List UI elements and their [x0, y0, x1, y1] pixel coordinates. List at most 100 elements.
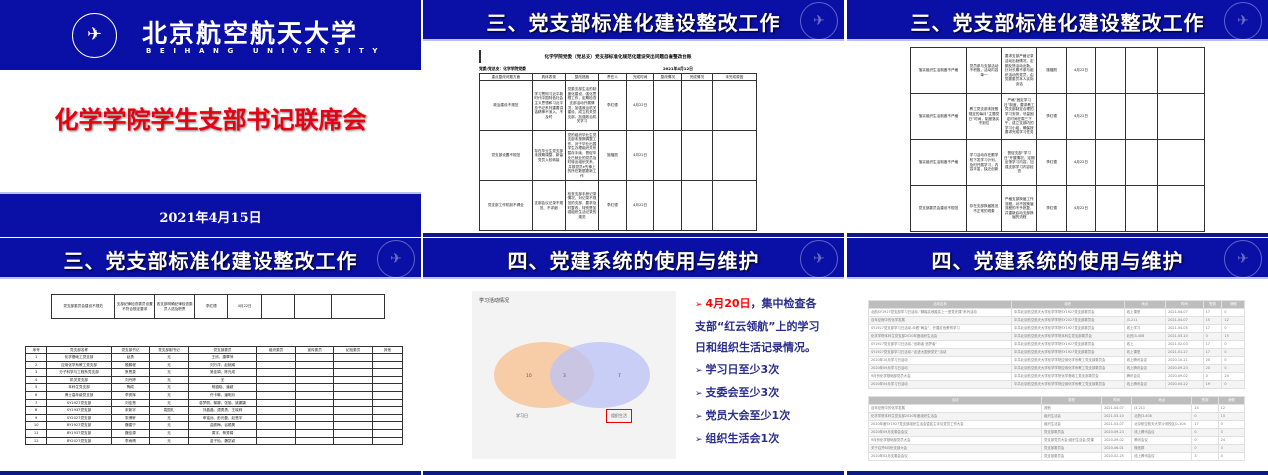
arrow-icon: ➢	[695, 300, 703, 310]
table-cell: 中共北京航空航天大学化学学院SY1927党支部委员会	[1010, 308, 1125, 317]
activity-type-table: 活动 类型 时间 地点 签到 请假 百年征程中的化学发展 其他 2021-04-07 J3-211…	[868, 396, 1246, 461]
table-cell	[256, 360, 296, 370]
table-cell: 中共北京航空航天大学化学学院本科生党支部委员会	[1010, 332, 1125, 341]
table-cell: 李红德	[598, 80, 627, 131]
rectification-table: 重点整改问题方面 具体表现 整改措施 责任人 完成时间 整改情况 完成情况 未完成原因 政治建设…	[479, 73, 758, 231]
table-cell: 3	[1217, 444, 1246, 453]
table-row: 1 化学基础工党支部 赵勇无王欣、唐翠萍	[24, 353, 404, 362]
table-cell	[1156, 47, 1206, 94]
table-cell: 4月22日	[1065, 47, 1097, 94]
table-cell: 线上腾讯会议	[1123, 356, 1167, 365]
arrow-icon: ➢	[695, 366, 703, 376]
table-row: 2020年09月支委会会议 党支部委员会 2020-09-23 线上腾讯会议 0 3	[868, 428, 1246, 437]
column-header: 整改措施	[564, 73, 600, 81]
table-cell	[371, 375, 404, 385]
column-header: 签到	[1202, 300, 1223, 309]
table-cell: 19	[1202, 380, 1223, 389]
column-header: 签到	[1191, 396, 1219, 405]
table-cell: 2021-04-05	[1165, 324, 1204, 333]
table-cell: 2020年10月学习日活动	[868, 356, 1012, 365]
rectification-row-table: 党支部委员会建设不规范 支部纪律检查委员设置不符合规定要求 各支部明确纪律检查委员人…	[50, 294, 386, 319]
table-cell: 中共北京航空航天大学化学学院SY2027党支部委员会	[1010, 316, 1125, 325]
table-cell: 党支部设置不规范	[479, 130, 533, 181]
slide-header: 四、党建系统的使用与维护 ✈	[847, 238, 1268, 279]
table-cell: 落实组织生活制度不严格	[910, 139, 967, 186]
table-cell: 线上腾讯会议	[1123, 380, 1167, 389]
table-row: 2020年度SY1927党支部组织生活会暨民主评议党员工作大会 组织生活会 2021…	[868, 420, 1246, 429]
table-cell: 机关党支部	[46, 375, 112, 385]
column-header: 地点	[1131, 396, 1193, 405]
venn-set-1[interactable]	[550, 342, 650, 408]
table-cell: 无	[149, 390, 189, 400]
bullet-item: ➢ 学习日至少3次	[695, 359, 821, 382]
table-cell	[294, 421, 335, 430]
table-cell: 2020年09月学习日活动	[868, 364, 1012, 373]
venn-label-set-b[interactable]: 组织生活	[606, 409, 632, 423]
university-seal-icon: ✈	[800, 240, 838, 278]
table-cell	[1156, 139, 1206, 186]
table-cell	[256, 383, 296, 392]
table-cell	[333, 436, 373, 446]
table-cell: 9月份化学基础部党员大会	[868, 372, 1012, 381]
column-header: 活动名称	[868, 300, 1012, 309]
slide-main-title: 化学学院学生支部书记联席会	[54, 106, 367, 134]
table-cell	[333, 390, 373, 400]
university-name-en: BEIHANG UNIVERSITY	[146, 47, 387, 55]
table-cell: 4月22日	[1065, 185, 1097, 232]
slide-rectification-1: 三、党支部标准化建设整改工作 ✈ 化学学院党委（党总支）党支部标准化规范化建设突出…	[423, 0, 844, 237]
table-cell	[1124, 185, 1158, 232]
table-cell: 落实组织生活制度不严格	[910, 93, 967, 140]
table-cell	[371, 413, 404, 423]
column-header: 整改情况	[653, 73, 683, 81]
table-cell: 15	[1191, 404, 1219, 413]
table-cell	[294, 428, 335, 438]
table-cell: SY1927党支部学习日活动-众看“两会”，开展红色教育学习	[868, 324, 1012, 333]
table-cell: 北京航空航天大学沙河校区J1-104	[1131, 420, 1193, 429]
table-cell: 3	[1217, 428, 1246, 437]
table-cell: 20	[1202, 356, 1223, 365]
table-cell: 无	[149, 421, 189, 430]
table-cell: 许卡琳、潘明月	[187, 390, 258, 400]
table-cell: 党员参与支部活动不积极，活动内容单一	[965, 47, 1003, 94]
branch-committee-table: 序号 党支部名称 党支部书记 党支部副书记 党支部委员 组织委员 宣传委员 纪检委员 其他 1 化学…	[24, 346, 404, 446]
table-cell	[330, 294, 386, 319]
table-cell: 4月22日	[625, 80, 655, 131]
table-cell: 无	[187, 375, 258, 385]
table-cell: 陶成	[110, 383, 151, 392]
table-cell: SY1927党支部学习日活动-“走进大国侨党史”活动	[868, 348, 1012, 357]
table-cell: 3	[1191, 452, 1219, 461]
document-unit: 党委/党总支：化学学院党委	[479, 66, 526, 71]
document-title: 化学学院党委（党总支）党支部标准化规范化建设突出问题自查整改台账	[544, 55, 692, 60]
table-cell: 党支部党员大会;组织生活会;党课	[1040, 436, 1103, 445]
slide-heading: 三、党支部标准化建设整改工作	[910, 11, 1205, 35]
table-cell: 无	[149, 413, 189, 423]
table-cell: 关于召开6月份支部大会	[868, 444, 1042, 453]
column-header: 请假	[1217, 396, 1246, 405]
table-cell: 0	[1221, 356, 1245, 365]
table-cell: 检查支部手册记录情况，对记录不规范的支部，要求及时整改，特别是加强组织生活记录的…	[564, 180, 600, 231]
table-cell: 2	[24, 360, 48, 370]
table-cell: 12	[24, 436, 48, 446]
table-cell: 党支部委员会建设不规范	[50, 294, 116, 319]
table-cell: 严格支部换届工作流程，对不按换届流程的不予批复，并重新启动支部换届的流程	[1001, 185, 1038, 232]
table-cell	[371, 390, 404, 400]
table-row: 10 BY1927党支部 魏建宁无曲秀梅、谷顺昊	[24, 421, 404, 430]
table-cell: 李红德	[1036, 185, 1067, 232]
venn-diagram: 10 3 7	[494, 342, 650, 408]
slide-branch-list: 三、党支部标准化建设整改工作 ✈ 党支部委员会建设不规范 支部纪律检查委员设置不符合…	[0, 238, 421, 475]
column-header: 时间	[1101, 396, 1133, 405]
table-cell: SY1927党支部学习日活动-“创新者·追梦者”	[868, 340, 1012, 349]
table-cell: 无	[149, 353, 189, 362]
bullet-text: 支委会至少3次	[705, 386, 780, 399]
table-cell	[333, 428, 373, 438]
table-cell: 李红德	[598, 180, 627, 231]
column-header: 组织委员	[256, 346, 296, 354]
table-cell	[256, 368, 296, 377]
table-cell: BY2027党支部	[46, 436, 112, 446]
table-row: 化学学院本科生党支部2020年度组织生活会 组织生活会 2021-03-10 北药J3…	[868, 412, 1246, 421]
table-cell: 中共北京航空航天大学化学学院化学基础工党支部委员会	[1010, 372, 1125, 381]
table-cell	[294, 436, 335, 446]
column-header: 未完成原因	[711, 73, 758, 81]
column-header: 重点整改问题方面	[479, 73, 533, 81]
table-cell: 线上	[1123, 340, 1167, 349]
